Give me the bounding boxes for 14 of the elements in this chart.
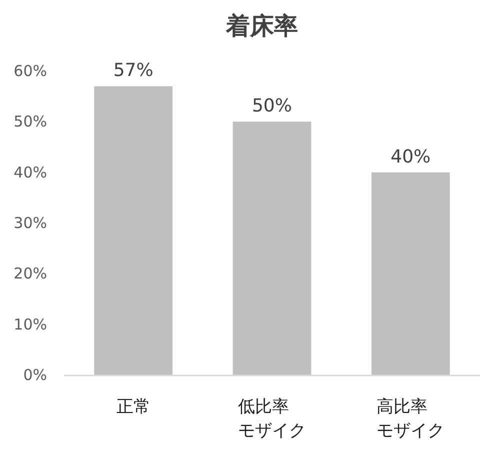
data-label: 50%: [252, 96, 292, 117]
y-tick-label: 40%: [14, 163, 47, 182]
data-label: 40%: [390, 146, 431, 168]
y-tick-label: 10%: [14, 315, 47, 334]
x-tick-label: 高比率モザイク: [376, 397, 445, 441]
y-tick-label: 50%: [14, 112, 47, 131]
x-tick-label: 低比率モザイク: [238, 397, 306, 441]
y-tick-label: 20%: [14, 264, 47, 283]
y-tick-label: 0%: [23, 366, 47, 384]
data-label: 57%: [113, 60, 154, 82]
y-tick-label: 60%: [14, 62, 47, 80]
y-tick-label: 30%: [14, 214, 47, 232]
x-tick-label: 正常: [116, 397, 150, 417]
title: 着床率: [226, 12, 298, 40]
